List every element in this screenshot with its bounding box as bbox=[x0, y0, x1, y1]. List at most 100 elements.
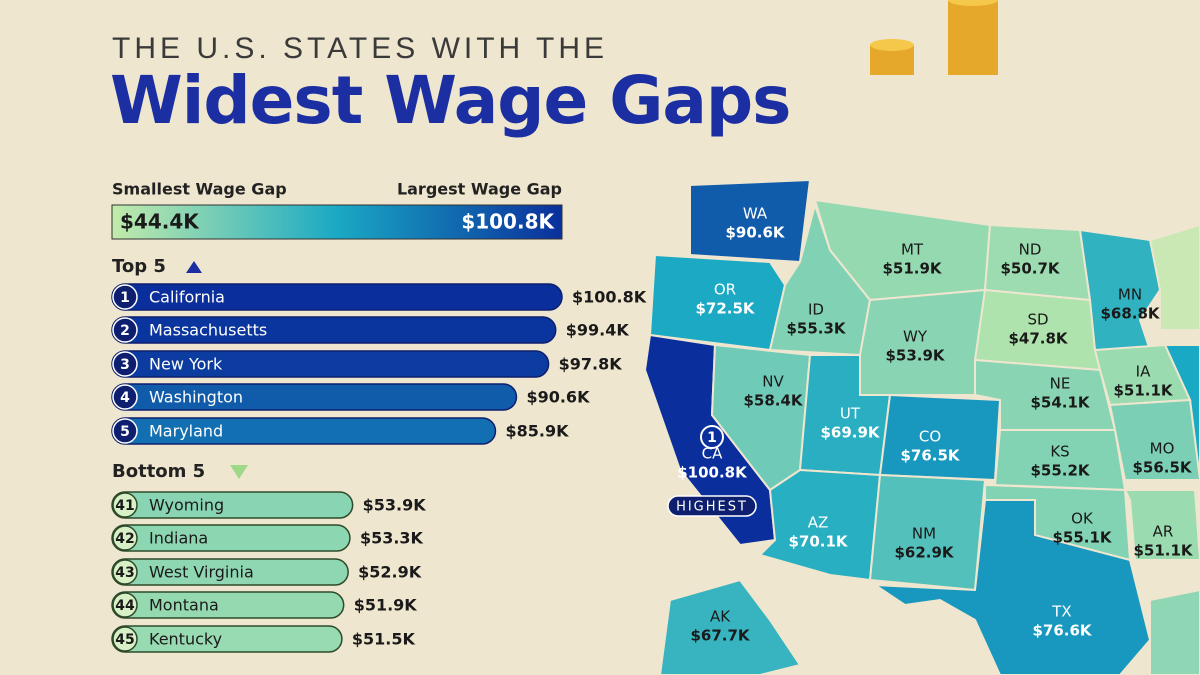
state-abbr: NM bbox=[912, 525, 936, 543]
legend-min-label: Smallest Wage Gap bbox=[112, 180, 287, 199]
legend-min-value: $44.4K bbox=[120, 210, 200, 234]
state-abbr: CO bbox=[919, 428, 941, 446]
legend-max-value: $100.8K bbox=[461, 210, 555, 234]
state-abbr: TX bbox=[1051, 603, 1071, 621]
state-value: $51.1K bbox=[1113, 382, 1173, 400]
state-abbr: MO bbox=[1150, 440, 1175, 458]
bar bbox=[111, 350, 550, 378]
state-value: $70.1K bbox=[788, 533, 848, 551]
rank-badge bbox=[112, 525, 138, 551]
state-value: $58.4K bbox=[743, 392, 803, 410]
state-abbr: IA bbox=[1136, 363, 1151, 381]
state-value: $53.9K bbox=[885, 347, 945, 365]
state-shape bbox=[1108, 398, 1200, 481]
row-state: Montana bbox=[149, 596, 219, 615]
state-abbr: OR bbox=[714, 281, 736, 299]
row-state: Massachusetts bbox=[149, 321, 267, 340]
state-value: $55.1K bbox=[1052, 529, 1112, 547]
state-shape bbox=[1123, 489, 1200, 561]
state-value: $100.8K bbox=[677, 464, 748, 482]
legend-max-label: Largest Wage Gap bbox=[397, 180, 562, 199]
row-state: New York bbox=[149, 355, 223, 374]
rank-badge bbox=[112, 626, 138, 652]
bar bbox=[111, 283, 563, 311]
rank: 45 bbox=[115, 632, 134, 648]
row-value: $53.9K bbox=[363, 496, 427, 515]
state-abbr: NE bbox=[1050, 375, 1071, 393]
state-value: $67.7K bbox=[690, 627, 750, 645]
rank-badge bbox=[112, 492, 138, 518]
bar bbox=[111, 491, 354, 519]
down-icon bbox=[230, 465, 248, 479]
state-abbr: NV bbox=[762, 373, 784, 391]
state-value: $55.3K bbox=[786, 320, 846, 338]
row-state: Maryland bbox=[149, 422, 223, 441]
state-abbr: AR bbox=[1153, 523, 1174, 541]
rank: 43 bbox=[115, 565, 134, 581]
state-shape bbox=[1149, 588, 1200, 675]
coins bbox=[870, 0, 998, 75]
rank: 4 bbox=[120, 390, 130, 406]
state-value: $68.8K bbox=[1100, 305, 1160, 323]
row-value: $51.9K bbox=[354, 596, 418, 615]
bar bbox=[111, 316, 557, 344]
state-abbr: OK bbox=[1071, 510, 1094, 528]
state-abbr: WA bbox=[743, 205, 768, 223]
state-value: $69.9K bbox=[820, 424, 880, 442]
row-value: $99.4K bbox=[566, 321, 630, 340]
highlight-tag-box bbox=[667, 495, 757, 517]
row-value: $97.8K bbox=[559, 355, 623, 374]
rank-badge bbox=[112, 317, 138, 343]
rank: 5 bbox=[120, 424, 130, 440]
state-value: $51.9K bbox=[882, 260, 942, 278]
row-value: $51.5K bbox=[352, 630, 416, 649]
state-value: $51.1K bbox=[1133, 542, 1193, 560]
state-abbr: AK bbox=[710, 608, 731, 626]
bar bbox=[111, 383, 518, 411]
state-value: $62.9K bbox=[894, 544, 954, 562]
bar bbox=[111, 524, 351, 552]
rank: 2 bbox=[120, 323, 130, 339]
state-value: $55.2K bbox=[1030, 462, 1090, 480]
rank: 42 bbox=[115, 531, 134, 547]
top-title: Top 5 bbox=[112, 256, 166, 277]
row-state: California bbox=[149, 288, 225, 307]
state-abbr: MT bbox=[901, 241, 924, 259]
rank: 3 bbox=[120, 357, 130, 373]
state-abbr: ND bbox=[1019, 241, 1042, 259]
state-abbr: CA bbox=[702, 445, 723, 463]
rank-badge bbox=[112, 559, 138, 585]
row-value: $100.8K bbox=[572, 288, 647, 307]
state-value: $76.6K bbox=[1032, 622, 1092, 640]
state-shape bbox=[658, 578, 802, 675]
row-value: $53.3K bbox=[360, 529, 424, 548]
rank-badge bbox=[112, 351, 138, 377]
rank-badge bbox=[112, 384, 138, 410]
state-value: $56.5K bbox=[1132, 459, 1192, 477]
kicker: THE U.S. STATES WITH THE bbox=[112, 32, 608, 65]
row-state: Washington bbox=[149, 388, 243, 407]
state-abbr: MN bbox=[1118, 286, 1142, 304]
rank: 44 bbox=[115, 598, 135, 614]
bar bbox=[111, 591, 345, 619]
bar bbox=[111, 625, 343, 653]
rank-badge bbox=[112, 592, 138, 618]
rank-badge bbox=[112, 418, 138, 444]
state-shape bbox=[871, 499, 1152, 675]
bottom-title: Bottom 5 bbox=[112, 461, 205, 482]
state-abbr: KS bbox=[1050, 443, 1069, 461]
row-state: Kentucky bbox=[149, 630, 222, 649]
row-state: West Virginia bbox=[149, 563, 254, 582]
up-icon bbox=[186, 261, 202, 273]
state-value: $76.5K bbox=[900, 447, 960, 465]
rank: 1 bbox=[120, 290, 130, 306]
state-value: $72.5K bbox=[695, 300, 755, 318]
state-value: $50.7K bbox=[1000, 260, 1060, 278]
state-value: $54.1K bbox=[1030, 394, 1090, 412]
row-value: $90.6K bbox=[526, 388, 590, 407]
bar bbox=[111, 558, 349, 586]
row-state: Wyoming bbox=[149, 496, 224, 515]
state-abbr: WY bbox=[903, 328, 928, 346]
row-value: $85.9K bbox=[505, 422, 569, 441]
